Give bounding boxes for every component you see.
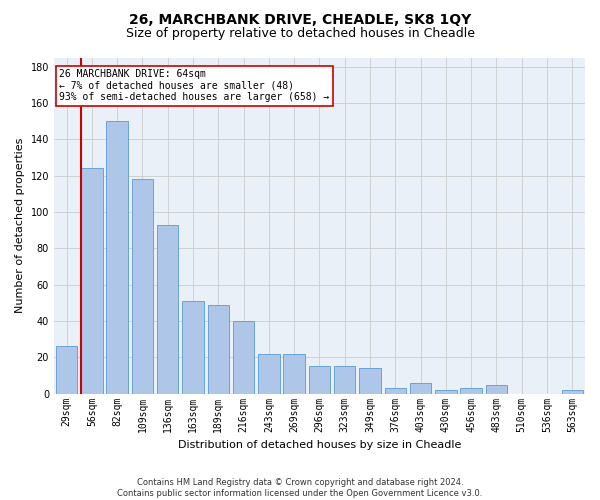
Bar — [486, 384, 507, 394]
Bar — [309, 366, 330, 394]
Bar — [233, 321, 254, 394]
Bar — [283, 354, 305, 394]
Text: 26, MARCHBANK DRIVE, CHEADLE, SK8 1QY: 26, MARCHBANK DRIVE, CHEADLE, SK8 1QY — [129, 12, 471, 26]
Bar — [562, 390, 583, 394]
Y-axis label: Number of detached properties: Number of detached properties — [15, 138, 25, 314]
Bar — [81, 168, 103, 394]
Bar — [460, 388, 482, 394]
Text: Size of property relative to detached houses in Cheadle: Size of property relative to detached ho… — [125, 28, 475, 40]
Text: 26 MARCHBANK DRIVE: 64sqm
← 7% of detached houses are smaller (48)
93% of semi-d: 26 MARCHBANK DRIVE: 64sqm ← 7% of detach… — [59, 70, 329, 102]
Bar — [410, 382, 431, 394]
Bar — [182, 301, 204, 394]
Bar — [359, 368, 381, 394]
Bar — [385, 388, 406, 394]
Bar — [258, 354, 280, 394]
Bar — [131, 179, 153, 394]
Bar — [435, 390, 457, 394]
Text: Contains HM Land Registry data © Crown copyright and database right 2024.
Contai: Contains HM Land Registry data © Crown c… — [118, 478, 482, 498]
X-axis label: Distribution of detached houses by size in Cheadle: Distribution of detached houses by size … — [178, 440, 461, 450]
Bar — [106, 121, 128, 394]
Bar — [56, 346, 77, 394]
Bar — [157, 224, 178, 394]
Bar — [208, 304, 229, 394]
Bar — [334, 366, 355, 394]
